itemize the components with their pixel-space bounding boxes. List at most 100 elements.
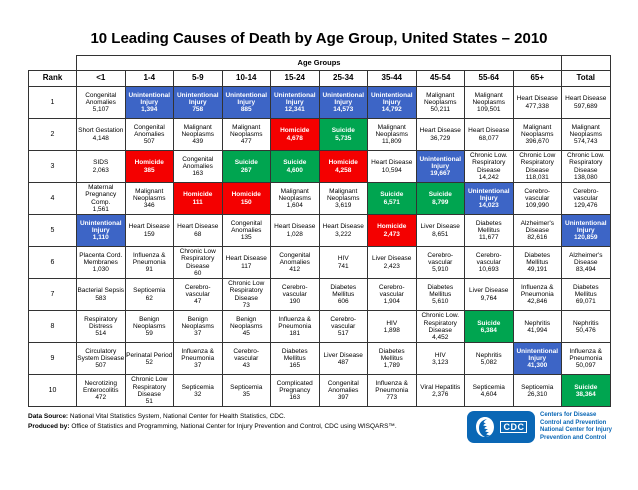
super-header-row: Age Groups — [29, 55, 611, 71]
cause-cell: Homicide 4,678 — [270, 118, 320, 151]
cause-cell: Congenital Anomalies 135 — [221, 214, 271, 248]
leading-causes-table: Age Groups Rank <1 1-4 5-9 10-14 15-24 25-34 35… — [28, 55, 611, 408]
cause-value: 3,222 — [335, 230, 352, 238]
cause-value: 4,600 — [286, 166, 303, 174]
cause-value: 109,990 — [525, 202, 550, 210]
cause-cell: Suicide 267 — [221, 149, 271, 184]
cause-name: Liver Disease — [469, 287, 509, 295]
cause-name: Heart Disease — [371, 159, 413, 167]
cause-value: 1,604 — [286, 202, 303, 210]
cause-cell: Cerebro-vascular 109,990 — [512, 182, 563, 216]
column-header: 55-64 — [464, 70, 514, 87]
page-title: 10 Leading Causes of Death by Age Group,… — [90, 30, 548, 47]
cause-cell: Diabetes Mellitus 165 — [270, 342, 320, 376]
cause-cell: Respiratory Distress 514 — [76, 310, 126, 344]
table-row: 9 Circulatory System Disease 507 Perinatal … — [28, 342, 611, 376]
cause-value: 397 — [337, 394, 349, 402]
cause-value: 38,364 — [575, 390, 596, 398]
rank-cell: 10 — [28, 374, 77, 408]
cause-name: Malignant Neoplasms — [229, 123, 263, 138]
cause-value: 59 — [145, 330, 153, 338]
table-row: 10 Necrotizing Enterocolitis 472 Chronic Lo… — [28, 374, 611, 408]
cause-value: 36,729 — [430, 134, 451, 142]
cause-name: SIDS — [93, 159, 109, 167]
cause-cell: Suicide 38,364 — [561, 374, 611, 408]
cause-name: HIV — [337, 255, 349, 263]
header-corner-spacer — [29, 56, 77, 71]
cause-name: Placenta Cord. Membranes — [79, 251, 123, 267]
cause-value: 1,561 — [92, 205, 109, 213]
cause-cell: Unintentional Injury 14,023 — [464, 182, 514, 216]
cause-value: 129,476 — [574, 202, 598, 210]
cause-cell: Chronic Low Respiratory Disease 118,031 — [512, 149, 563, 184]
cause-cell: Influenza & Pneumonia 91 — [124, 246, 174, 280]
cause-cell: Heart Disease 36,729 — [415, 118, 465, 151]
cause-value: 117 — [241, 262, 252, 270]
cause-name: Heart Disease — [322, 223, 364, 231]
rank-cell: 3 — [28, 149, 77, 184]
cause-name: Chronic Low. Respiratory Disease — [421, 312, 460, 334]
column-header: 45-54 — [415, 70, 465, 87]
cause-name: Liver Disease — [323, 351, 363, 359]
cause-name: Diabetes Mellitus — [524, 251, 551, 267]
cause-value: 50,097 — [575, 362, 596, 370]
cause-value: 385 — [143, 166, 155, 174]
cause-cell: Diabetes Mellitus 49,191 — [512, 246, 563, 280]
cause-value: 35 — [242, 390, 250, 398]
cause-name: Chronic Low. Respiratory Disease — [469, 152, 508, 174]
cause-value: 43 — [242, 362, 250, 370]
cause-name: Malignant Neoplasms — [472, 91, 505, 106]
cause-name: Congenital Anomalies — [279, 251, 311, 267]
cause-name: Influenza & Pneumonia — [375, 379, 409, 395]
cause-cell: Malignant Neoplasms 477 — [221, 118, 271, 151]
cause-value: 4,148 — [92, 134, 109, 142]
cause-cell: Liver Disease 9,764 — [464, 278, 514, 312]
cause-name: Nephritis — [572, 319, 599, 327]
cause-cell: Malignant Neoplasms 109,501 — [464, 86, 514, 119]
cause-name: Heart Disease — [274, 223, 316, 231]
cause-name: Cerebro-vascular — [233, 347, 260, 363]
cause-name: Heart Disease — [128, 223, 170, 231]
cause-value: 91 — [145, 266, 153, 274]
cause-value: 583 — [95, 294, 107, 302]
cause-cell: HIV 741 — [318, 246, 368, 280]
cause-cell: Liver Disease 487 — [318, 342, 368, 376]
table-row: 1 Congenital Anomalies 5,107 Unintentional … — [28, 86, 611, 119]
cause-value: 14,023 — [478, 202, 499, 210]
cause-value: 606 — [337, 298, 349, 306]
cause-value: 1,110 — [92, 234, 109, 242]
age-groups-super-header: Age Groups — [75, 55, 563, 71]
cause-name: Benign Neoplasms — [132, 315, 166, 331]
cause-name: Heart Disease — [419, 127, 461, 135]
cause-value: 150 — [240, 198, 252, 206]
cause-value: 4,452 — [432, 334, 449, 342]
cause-value: 52 — [145, 358, 153, 366]
cause-value: 1,394 — [141, 106, 158, 114]
cause-name: Malignant Neoplasms — [181, 123, 214, 138]
cause-cell: Congenital Anomalies 507 — [124, 118, 174, 151]
cause-cell: Septicemia 62 — [124, 278, 174, 312]
cause-value: 507 — [143, 138, 155, 146]
cause-cell: Malignant Neoplasms 11,809 — [367, 118, 417, 151]
cause-value: 741 — [337, 262, 349, 270]
cause-value: 51 — [145, 398, 153, 406]
cause-value: 6,384 — [480, 326, 497, 334]
cdc-org-line: National Center for Injury — [539, 427, 612, 433]
cause-cell: Septicemia 32 — [173, 374, 223, 408]
cause-cell: Influenza & Pneumonia 181 — [270, 310, 320, 344]
column-header: 15-24 — [270, 70, 320, 87]
cause-value: 50,211 — [430, 106, 450, 114]
cause-cell: Viral Hepatitis 2,376 — [415, 374, 465, 408]
cause-name: Unintentional Injury — [225, 91, 268, 106]
cause-cell: Influenza & Pneumonia 37 — [173, 342, 223, 376]
cdc-logo-box: CDC — [466, 411, 535, 443]
cause-value: 42,846 — [527, 298, 548, 306]
cause-value: 14,242 — [478, 173, 499, 181]
cause-name: Diabetes Mellitus — [572, 283, 599, 299]
cause-cell: Circulatory System Disease 507 — [76, 342, 126, 376]
cause-name: Unintentional Injury — [467, 187, 510, 202]
cause-cell: Liver Disease 8,651 — [415, 214, 465, 248]
cdc-logo: CDC Centers for Disease Control and Prev… — [466, 411, 612, 443]
cause-value: 885 — [240, 106, 252, 114]
cause-name: Respiratory Distress — [84, 315, 118, 331]
